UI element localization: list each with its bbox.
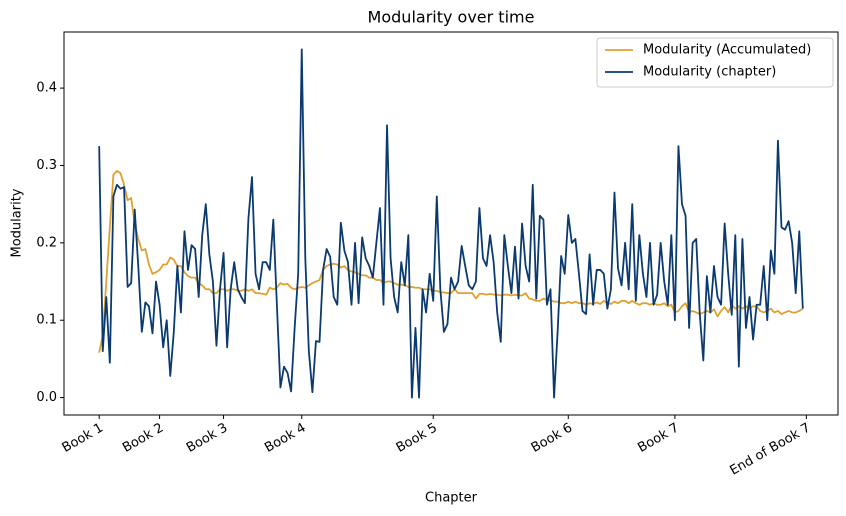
- plot-frame: [63, 31, 839, 416]
- legend-label: Modularity (chapter): [643, 65, 776, 80]
- series-line: [98, 169, 804, 353]
- y-tick-label: 0.3: [36, 158, 57, 173]
- y-tick-label: 0.2: [36, 235, 57, 250]
- y-tick-label: 0.1: [36, 313, 57, 328]
- legend-box: [596, 37, 834, 88]
- legend-label: Modularity (Accumulated): [643, 43, 811, 58]
- x-axis-label: Chapter: [425, 491, 478, 506]
- y-axis-label: Modularity: [10, 188, 25, 257]
- y-tick-label: 0.4: [36, 81, 57, 96]
- chart-title: Modularity over time: [368, 8, 535, 27]
- series-line: [98, 48, 804, 399]
- y-tick-label: 0.0: [36, 390, 57, 405]
